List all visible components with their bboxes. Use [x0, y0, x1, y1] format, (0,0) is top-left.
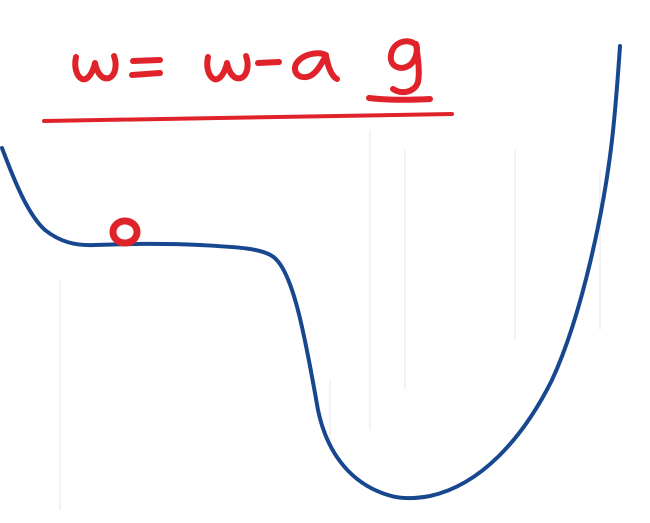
ball-marker	[109, 217, 141, 247]
gradient-underline	[366, 95, 433, 103]
equation-equals-sign	[129, 57, 163, 78]
loss-curve	[0, 44, 622, 501]
background-faint-lines	[59, 130, 601, 510]
equation-lhs-w	[72, 53, 119, 83]
equation-underline	[42, 112, 454, 123]
equation-rhs-w	[204, 53, 251, 83]
equation-alpha-symbol	[292, 50, 340, 82]
update-rule-equation	[42, 38, 454, 123]
equation-gradient-g	[387, 38, 422, 96]
equation-minus-sign	[255, 59, 282, 66]
